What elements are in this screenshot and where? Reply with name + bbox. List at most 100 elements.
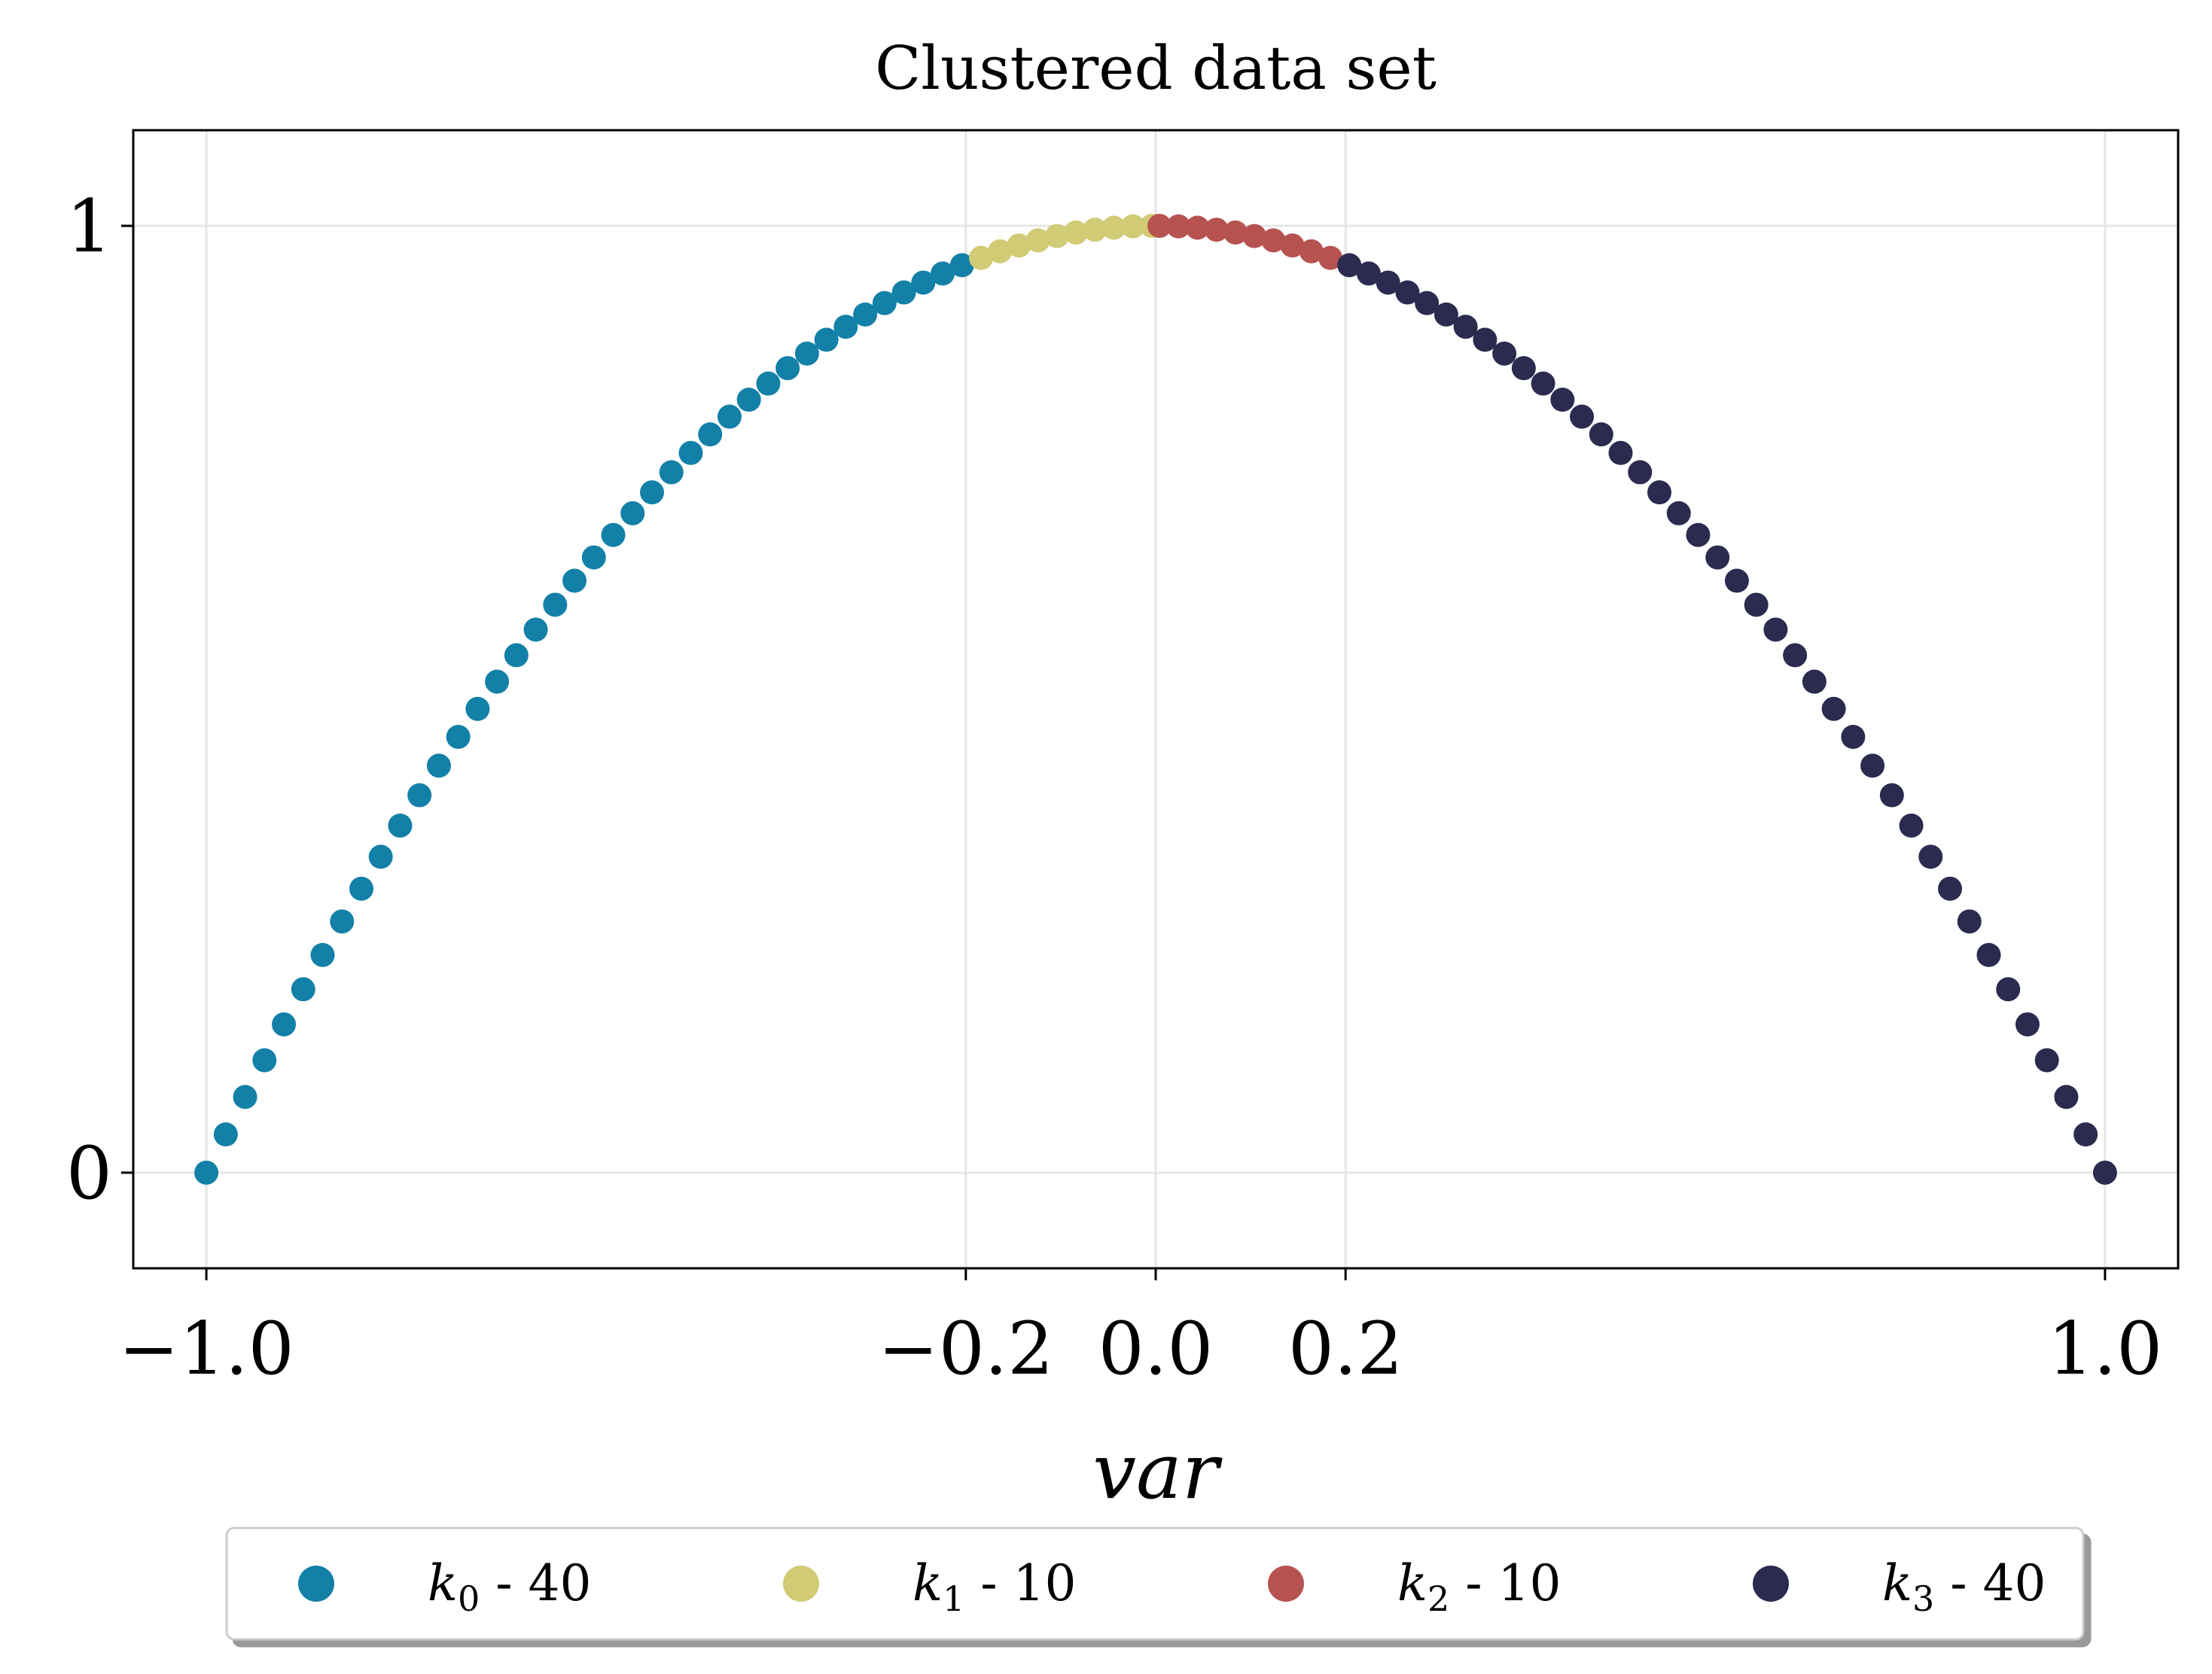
- data-point: [252, 1048, 277, 1073]
- legend-marker: [783, 1566, 819, 1602]
- data-point: [1492, 341, 1517, 366]
- data-point: [1879, 783, 1904, 808]
- data-point: [1204, 218, 1229, 242]
- data-point: [814, 327, 839, 352]
- data-point: [949, 253, 974, 278]
- data-points: [194, 214, 2117, 1185]
- data-point: [1608, 440, 1633, 465]
- data-point: [1783, 643, 1808, 668]
- data-point: [407, 783, 432, 808]
- data-point: [1996, 977, 2021, 1002]
- y-tick-label: 1: [66, 184, 112, 269]
- legend-item-0: k0 - 40: [298, 1554, 592, 1619]
- x-tick-label: 0.2: [1288, 1307, 1403, 1391]
- data-point: [1185, 215, 1210, 240]
- data-point: [775, 356, 800, 381]
- data-point: [911, 270, 936, 295]
- data-point: [988, 239, 1013, 263]
- data-point: [1064, 220, 1089, 245]
- data-point: [1415, 291, 1440, 315]
- data-point: [368, 845, 393, 869]
- chart-title: Clustered data set: [875, 33, 1437, 103]
- data-point: [1299, 239, 1324, 263]
- data-point: [1166, 214, 1191, 239]
- series-1: [968, 214, 1164, 270]
- data-point: [1647, 480, 1671, 505]
- data-point: [1511, 356, 1536, 381]
- data-point: [233, 1085, 257, 1109]
- data-point: [698, 422, 723, 447]
- x-tick-label: 1.0: [2048, 1307, 2163, 1391]
- data-point: [1453, 315, 1478, 339]
- data-point: [581, 545, 606, 570]
- legend-label: k0 - 40: [428, 1554, 592, 1619]
- data-point: [1666, 501, 1691, 525]
- data-point: [2073, 1122, 2098, 1147]
- data-point: [1705, 545, 1730, 570]
- data-point: [446, 724, 471, 749]
- data-point: [194, 1160, 219, 1185]
- data-point: [1957, 909, 1982, 934]
- grid-lines: [133, 130, 2178, 1268]
- data-point: [1356, 261, 1381, 286]
- data-point: [736, 388, 761, 412]
- data-point: [1337, 253, 1362, 278]
- data-point: [1802, 669, 1827, 694]
- data-point: [1628, 460, 1653, 485]
- data-point: [1007, 233, 1031, 258]
- data-point: [1223, 220, 1248, 245]
- y-axis-ticks: 01: [66, 184, 133, 1216]
- data-point: [1261, 228, 1286, 253]
- data-point: [678, 440, 703, 465]
- data-point: [853, 302, 878, 327]
- data-point: [543, 592, 568, 617]
- data-point: [1101, 215, 1126, 240]
- data-point: [485, 669, 510, 694]
- data-point: [1550, 388, 1575, 412]
- data-point: [1242, 224, 1267, 248]
- data-point: [1025, 228, 1050, 253]
- data-point: [659, 460, 684, 485]
- data-point: [1531, 371, 1555, 396]
- data-point: [2092, 1160, 2117, 1185]
- data-point: [330, 909, 355, 934]
- data-point: [1147, 214, 1172, 239]
- legend: k0 - 40 k1 - 10 k2 - 10 k3 - 40: [225, 1526, 2085, 1641]
- data-point: [931, 261, 955, 286]
- data-point: [213, 1122, 238, 1147]
- data-point: [1120, 214, 1145, 239]
- series-0: [194, 253, 974, 1185]
- data-point: [1860, 753, 1885, 778]
- data-point: [968, 245, 993, 270]
- data-point: [1280, 233, 1305, 258]
- data-point: [310, 942, 335, 967]
- data-point: [426, 753, 451, 778]
- legend-marker: [1753, 1566, 1789, 1602]
- data-point: [1686, 522, 1711, 547]
- legend-item-1: k1 - 10: [783, 1554, 1077, 1619]
- data-point: [504, 643, 529, 668]
- data-point: [1821, 696, 1846, 721]
- legend-label: k1 - 10: [913, 1554, 1077, 1619]
- data-point: [562, 568, 587, 593]
- data-point: [756, 371, 781, 396]
- data-point: [1899, 813, 1924, 838]
- data-point: [388, 813, 413, 838]
- data-point: [272, 1012, 297, 1036]
- data-point: [1763, 617, 1788, 642]
- data-point: [1318, 245, 1343, 270]
- data-point: [2034, 1048, 2059, 1073]
- data-point: [620, 501, 645, 525]
- data-point: [1976, 942, 2001, 967]
- data-point: [1473, 327, 1498, 352]
- data-point: [717, 404, 742, 429]
- legend-marker: [1268, 1566, 1304, 1602]
- x-tick-label: 0.0: [1098, 1307, 1214, 1391]
- data-point: [2015, 1012, 2040, 1036]
- data-point: [1044, 224, 1069, 248]
- legend-item-2: k2 - 10: [1268, 1554, 1562, 1619]
- data-point: [1434, 302, 1458, 327]
- data-point: [601, 522, 626, 547]
- data-point: [794, 341, 819, 366]
- data-point: [891, 280, 916, 305]
